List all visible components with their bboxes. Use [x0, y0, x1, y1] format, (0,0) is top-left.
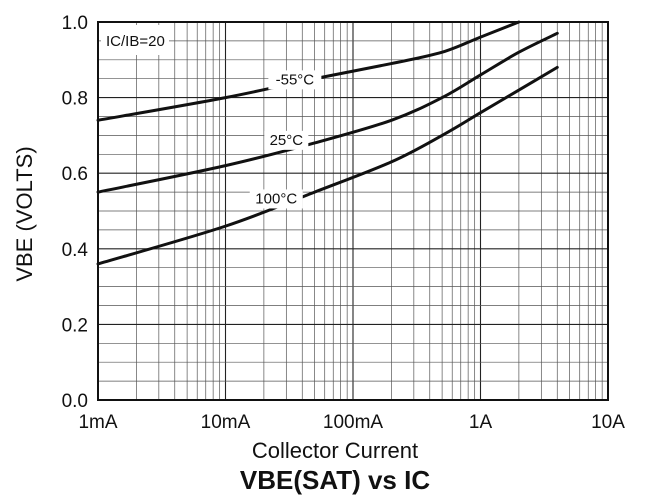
series-label-bg	[268, 70, 322, 90]
x-tick-label: 100mA	[323, 412, 384, 433]
x-tick-labels: 1mA 10mA 100mA 1A 10A	[78, 412, 625, 433]
series-label: -55°C	[276, 71, 315, 88]
series-line-0	[96, 20, 521, 122]
grid	[97, 21, 608, 401]
x-tick-label: 10mA	[201, 412, 251, 433]
x-tick-label: 1mA	[78, 412, 117, 433]
series-labels: -55°C 25°C 100°C	[249, 70, 322, 209]
series-line-1	[96, 31, 559, 194]
chart-title: VBE(SAT) vs IC	[240, 465, 430, 495]
y-tick-labels: 0.0 0.2 0.4 0.6 0.8 1.0	[62, 13, 89, 412]
y-axis-label: VBE (VOLTS)	[12, 146, 37, 281]
series-label-bg	[264, 130, 309, 150]
series-label: 25°C	[270, 132, 304, 149]
x-axis-label: Collector Current	[252, 438, 418, 463]
y-tick-label: 0.0	[62, 391, 88, 412]
y-tick-label: 0.6	[62, 164, 88, 185]
annotation-box: IC/IB=20	[101, 25, 169, 55]
series-label: 100°C	[255, 190, 297, 207]
y-tick-label: 1.0	[62, 13, 88, 34]
series-line-2	[96, 65, 559, 266]
y-tick-label: 0.8	[62, 89, 88, 110]
y-tick-label: 0.4	[62, 240, 89, 261]
y-tick-label: 0.2	[62, 315, 88, 336]
curves	[96, 20, 559, 266]
plot-frame	[97, 21, 609, 401]
annotation-text: IC/IB=20	[106, 33, 165, 50]
x-tick-label: 1A	[469, 412, 493, 433]
x-tick-label: 10A	[591, 412, 625, 433]
series-label-bg	[249, 189, 303, 209]
